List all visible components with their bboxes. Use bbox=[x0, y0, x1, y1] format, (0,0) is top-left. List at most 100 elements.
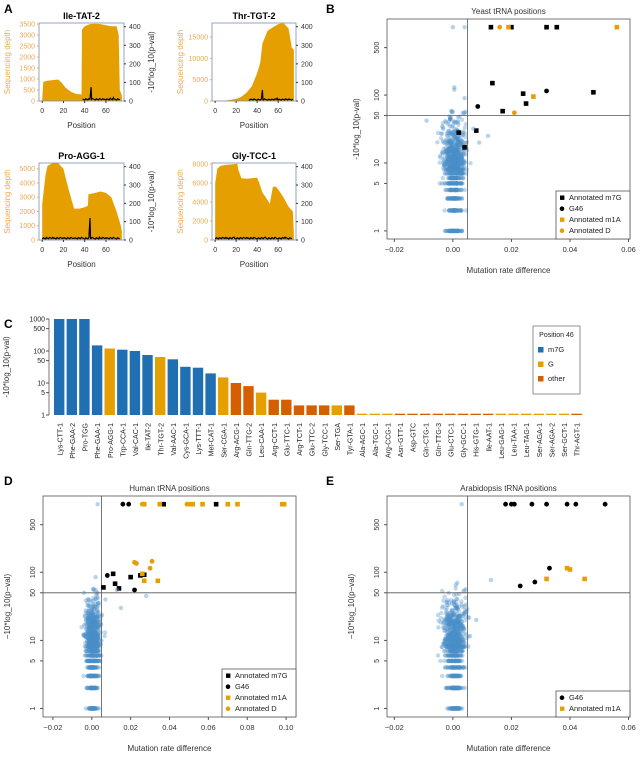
background-point bbox=[454, 153, 459, 158]
y-tick-label: 50 bbox=[37, 358, 45, 365]
point-annotated-m1a bbox=[531, 94, 536, 99]
background-point bbox=[449, 208, 455, 213]
background-point bbox=[437, 153, 443, 158]
background-point bbox=[454, 196, 459, 201]
background-point bbox=[450, 164, 455, 169]
background-point bbox=[436, 625, 441, 630]
background-point bbox=[452, 196, 458, 201]
background-point bbox=[453, 228, 458, 234]
background-point bbox=[449, 175, 454, 181]
background-point bbox=[448, 162, 453, 167]
background-point bbox=[450, 162, 456, 168]
background-point bbox=[459, 187, 464, 193]
background-point bbox=[455, 134, 460, 139]
background-point bbox=[450, 228, 455, 234]
background-point bbox=[449, 165, 454, 170]
background-point bbox=[447, 208, 452, 213]
background-point bbox=[438, 155, 443, 160]
background-point bbox=[448, 228, 454, 234]
background-point bbox=[89, 706, 94, 711]
background-point bbox=[447, 116, 453, 122]
background-point bbox=[455, 196, 460, 201]
background-point bbox=[447, 128, 452, 133]
background-point bbox=[452, 208, 458, 213]
background-point bbox=[451, 175, 456, 181]
background-point bbox=[443, 639, 448, 644]
background-point bbox=[447, 167, 452, 172]
background-point bbox=[459, 159, 465, 164]
bar-arg-acg-1 bbox=[230, 383, 242, 415]
background-point bbox=[446, 196, 451, 201]
background-point bbox=[448, 145, 454, 151]
background-point bbox=[81, 623, 87, 628]
y-tick-label: 500 bbox=[374, 519, 381, 531]
background-point bbox=[455, 208, 461, 213]
background-point bbox=[95, 627, 101, 633]
background-point bbox=[89, 665, 94, 670]
x-tick-label: 60 bbox=[274, 108, 282, 115]
background-point bbox=[83, 621, 88, 627]
background-point bbox=[448, 196, 453, 201]
background-point bbox=[455, 196, 460, 201]
background-point bbox=[452, 196, 457, 201]
background-point bbox=[95, 685, 100, 691]
background-point bbox=[448, 228, 454, 234]
background-point bbox=[89, 706, 95, 711]
background-point bbox=[440, 673, 445, 679]
point-g46 bbox=[120, 501, 126, 507]
background-point bbox=[458, 208, 463, 213]
background-point bbox=[87, 673, 93, 679]
background-point bbox=[455, 648, 460, 654]
background-point bbox=[91, 621, 97, 626]
bar-ile-tat-2 bbox=[142, 355, 153, 415]
background-point bbox=[96, 610, 101, 615]
background-point bbox=[457, 159, 462, 165]
background-point bbox=[456, 154, 461, 159]
background-point bbox=[451, 228, 456, 234]
background-point bbox=[97, 653, 103, 658]
background-point bbox=[447, 140, 452, 145]
right-tick-label: 300 bbox=[129, 183, 141, 190]
background-point bbox=[83, 640, 88, 646]
background-point bbox=[448, 196, 453, 201]
background-point bbox=[87, 706, 93, 711]
background-point bbox=[455, 157, 460, 162]
background-point bbox=[453, 181, 458, 186]
background-point bbox=[445, 167, 450, 172]
background-point bbox=[458, 167, 463, 172]
background-point bbox=[451, 155, 456, 160]
background-point bbox=[461, 152, 466, 157]
background-point bbox=[453, 165, 459, 170]
background-point bbox=[461, 167, 466, 172]
background-point bbox=[452, 187, 457, 193]
bar-val-cac-1 bbox=[129, 351, 141, 415]
background-point bbox=[450, 181, 455, 186]
background-point bbox=[444, 149, 449, 154]
legend-frame bbox=[555, 190, 631, 240]
background-point bbox=[455, 158, 460, 163]
background-point bbox=[457, 196, 463, 201]
background-point bbox=[92, 685, 98, 691]
bar-label: Gln-CTG-1 bbox=[423, 423, 430, 457]
background-point bbox=[450, 147, 455, 152]
bar-pro-agg-1 bbox=[104, 348, 115, 415]
background-point bbox=[453, 150, 458, 156]
point-annotated-m7g bbox=[490, 80, 495, 86]
background-point bbox=[456, 665, 461, 670]
background-point bbox=[451, 196, 456, 201]
background-point bbox=[453, 160, 458, 165]
bar-label: Arg-ACG-1 bbox=[234, 423, 241, 458]
point-annotated-m7g bbox=[488, 24, 494, 30]
right-tick-label: 0 bbox=[129, 99, 133, 106]
background-point bbox=[451, 133, 457, 139]
y-tick-label: 500 bbox=[374, 42, 381, 54]
background-point bbox=[447, 142, 452, 147]
background-point bbox=[455, 673, 461, 679]
background-point bbox=[456, 208, 461, 213]
background-point bbox=[445, 181, 451, 186]
background-point bbox=[443, 665, 448, 670]
background-point bbox=[448, 181, 454, 186]
background-point bbox=[95, 636, 100, 641]
background-point bbox=[447, 137, 453, 143]
